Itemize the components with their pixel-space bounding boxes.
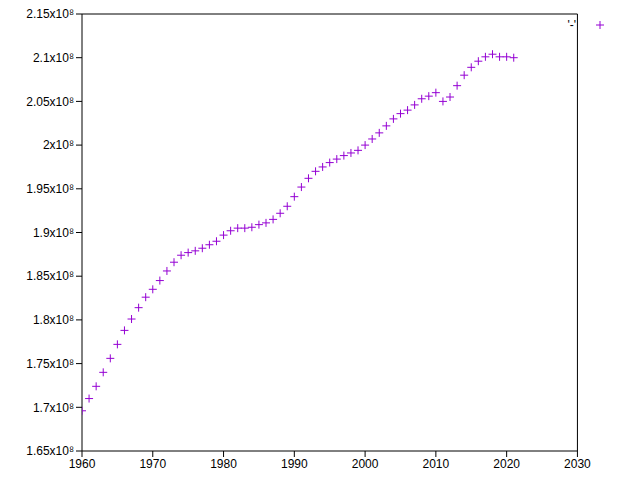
svg-text:2030: 2030 [564,457,591,471]
svg-text:1.8x10⁸: 1.8x10⁸ [33,313,74,327]
svg-text:1990: 1990 [281,457,308,471]
svg-text:1970: 1970 [139,457,166,471]
svg-text:2.1x10⁸: 2.1x10⁸ [33,51,74,65]
svg-text:1.95x10⁸: 1.95x10⁸ [26,182,74,196]
svg-text:1.7x10⁸: 1.7x10⁸ [33,401,74,415]
svg-text:2x10⁸: 2x10⁸ [43,138,74,152]
svg-text:2.15x10⁸: 2.15x10⁸ [26,7,74,21]
svg-text:1.75x10⁸: 1.75x10⁸ [26,357,74,371]
svg-text:1.65x10⁸: 1.65x10⁸ [26,444,74,458]
svg-text:1.9x10⁸: 1.9x10⁸ [33,226,74,240]
svg-text:1980: 1980 [210,457,237,471]
svg-text:1.85x10⁸: 1.85x10⁸ [26,269,74,283]
svg-text:2010: 2010 [423,457,450,471]
svg-text:2020: 2020 [493,457,520,471]
svg-text:2000: 2000 [352,457,379,471]
svg-text:1960: 1960 [69,457,96,471]
svg-text:2.05x10⁸: 2.05x10⁸ [26,95,74,109]
